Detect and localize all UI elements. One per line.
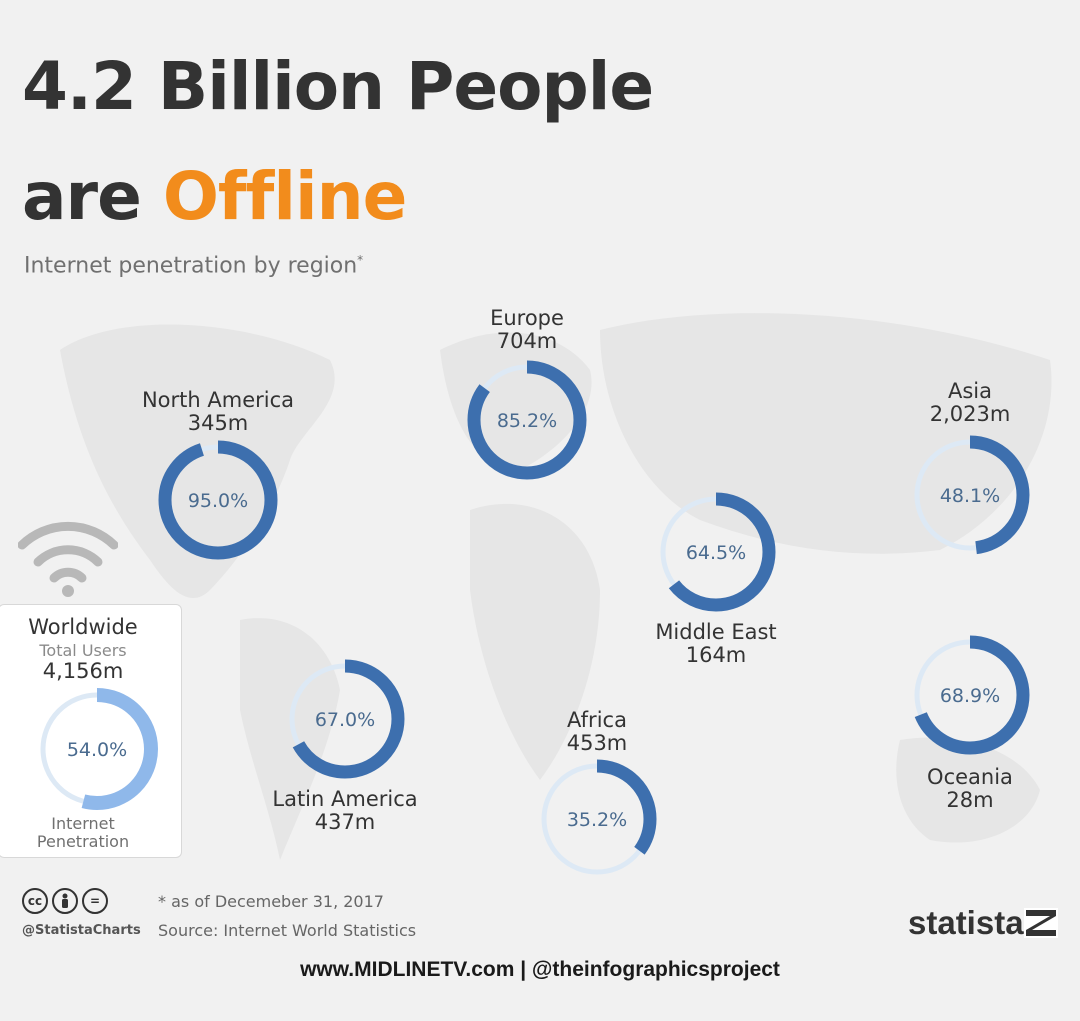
donut-label-africa: 35.2% — [567, 809, 627, 831]
footnote: * as of Decemeber 31, 2017 — [158, 892, 384, 911]
region-users-latin-america: 437m — [315, 810, 376, 834]
region-users-asia: 2,023m — [930, 402, 1011, 426]
worldwide-donut: 54.0% — [36, 688, 158, 810]
region-users-oceania: 28m — [946, 788, 993, 812]
region-users-africa: 453m — [567, 731, 628, 755]
worldwide-total-users: 4,156m — [42, 659, 124, 683]
region-users-europe: 704m — [497, 329, 558, 353]
attribution-icon — [52, 888, 78, 914]
worldwide-footer-line1: Internet — [51, 814, 115, 833]
donut-label-oceania: 68.9% — [940, 685, 1000, 707]
region-name-africa: Africa — [567, 708, 627, 732]
donut-arc-north-america — [158, 440, 278, 560]
statista-handle: @StatistaCharts — [22, 923, 141, 938]
worldwide-summary-card: Worldwide Total Users 4,156m 54.0% Inter… — [0, 604, 182, 858]
subtitle-text: Internet penetration by region — [24, 253, 358, 279]
donut-arc-asia — [910, 435, 1030, 555]
statista-logo-icon — [1024, 908, 1058, 942]
region-name-europe: Europe — [490, 306, 564, 330]
statista-logo-text: statista — [908, 904, 1024, 941]
region-name-north-america: North America — [142, 388, 294, 412]
donut-label-worldwide: 54.0% — [67, 739, 127, 761]
donut-label-europe: 85.2% — [497, 410, 557, 432]
donut-label-asia: 48.1% — [940, 485, 1000, 507]
map-silhouette — [60, 313, 1052, 860]
region-name-middle-east: Middle East — [655, 620, 776, 644]
title-line-2: are Offline — [22, 158, 408, 235]
donut-label-latin-america: 67.0% — [315, 709, 375, 731]
donut-arc-europe — [467, 360, 587, 480]
wifi-icon — [17, 515, 119, 601]
donut-arc-africa — [537, 759, 657, 879]
donut-arc-middle-east — [656, 492, 776, 612]
creative-commons-icon: cc — [22, 888, 48, 914]
worldwide-footer-line2: Penetration — [36, 832, 130, 851]
donut-label-middle-east: 64.5% — [686, 542, 746, 564]
title-line-1: 4.2 Billion People — [22, 48, 654, 125]
source-note: Source: Internet World Statistics — [158, 921, 417, 940]
donut-arc-worldwide — [36, 688, 158, 810]
region-name-latin-america: Latin America — [272, 787, 417, 811]
world-map: 95.0% North America 345m 85.2% Europe 704m 48.… — [0, 290, 1080, 890]
region-name-asia: Asia — [948, 379, 992, 403]
credit-line: www.MIDLINETV.com | @theinfographicsproj… — [300, 958, 780, 981]
subtitle-footnote-mark: * — [357, 253, 364, 267]
region-name-oceania: Oceania — [927, 765, 1013, 789]
worldwide-subtitle: Total Users — [39, 641, 127, 660]
title-accent: Offline — [162, 158, 408, 235]
license-icons: cc = — [22, 888, 108, 914]
no-derivatives-icon: = — [82, 888, 108, 914]
donut-label-north-america: 95.0% — [188, 490, 248, 512]
region-users-middle-east: 164m — [686, 643, 747, 667]
title-prefix: are — [22, 158, 163, 235]
worldwide-title: Worldwide — [28, 615, 138, 639]
region-users-north-america: 345m — [188, 411, 249, 435]
donut-arc-latin-america — [285, 659, 405, 779]
subtitle: Internet penetration by region* — [24, 253, 363, 278]
donut-arc-oceania — [910, 635, 1030, 755]
